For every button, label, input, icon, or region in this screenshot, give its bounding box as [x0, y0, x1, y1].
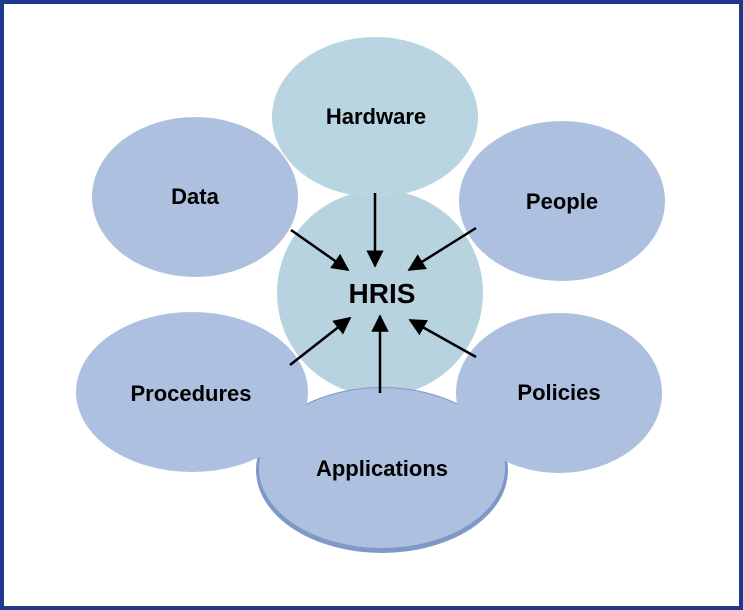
arrow-people-to-hris	[407, 226, 477, 272]
arrow-policies-to-hris	[408, 318, 477, 359]
policies-node	[456, 313, 662, 473]
procedures-label: Procedures	[130, 381, 251, 406]
center-label: HRIS	[349, 278, 416, 309]
people-node	[459, 121, 665, 281]
arrow-procedures-to-hris	[289, 316, 352, 366]
data-node	[92, 117, 298, 277]
hardware-label: Hardware	[326, 104, 426, 129]
people-label: People	[526, 189, 598, 214]
policies-label: Policies	[517, 380, 600, 405]
data-label: Data	[171, 184, 219, 209]
applications-node	[259, 388, 505, 548]
procedures-node	[76, 312, 308, 472]
center-node	[277, 190, 483, 396]
hardware-node	[272, 37, 478, 197]
arrow-data-to-hris	[290, 228, 350, 272]
applications-label: Applications	[316, 456, 448, 481]
